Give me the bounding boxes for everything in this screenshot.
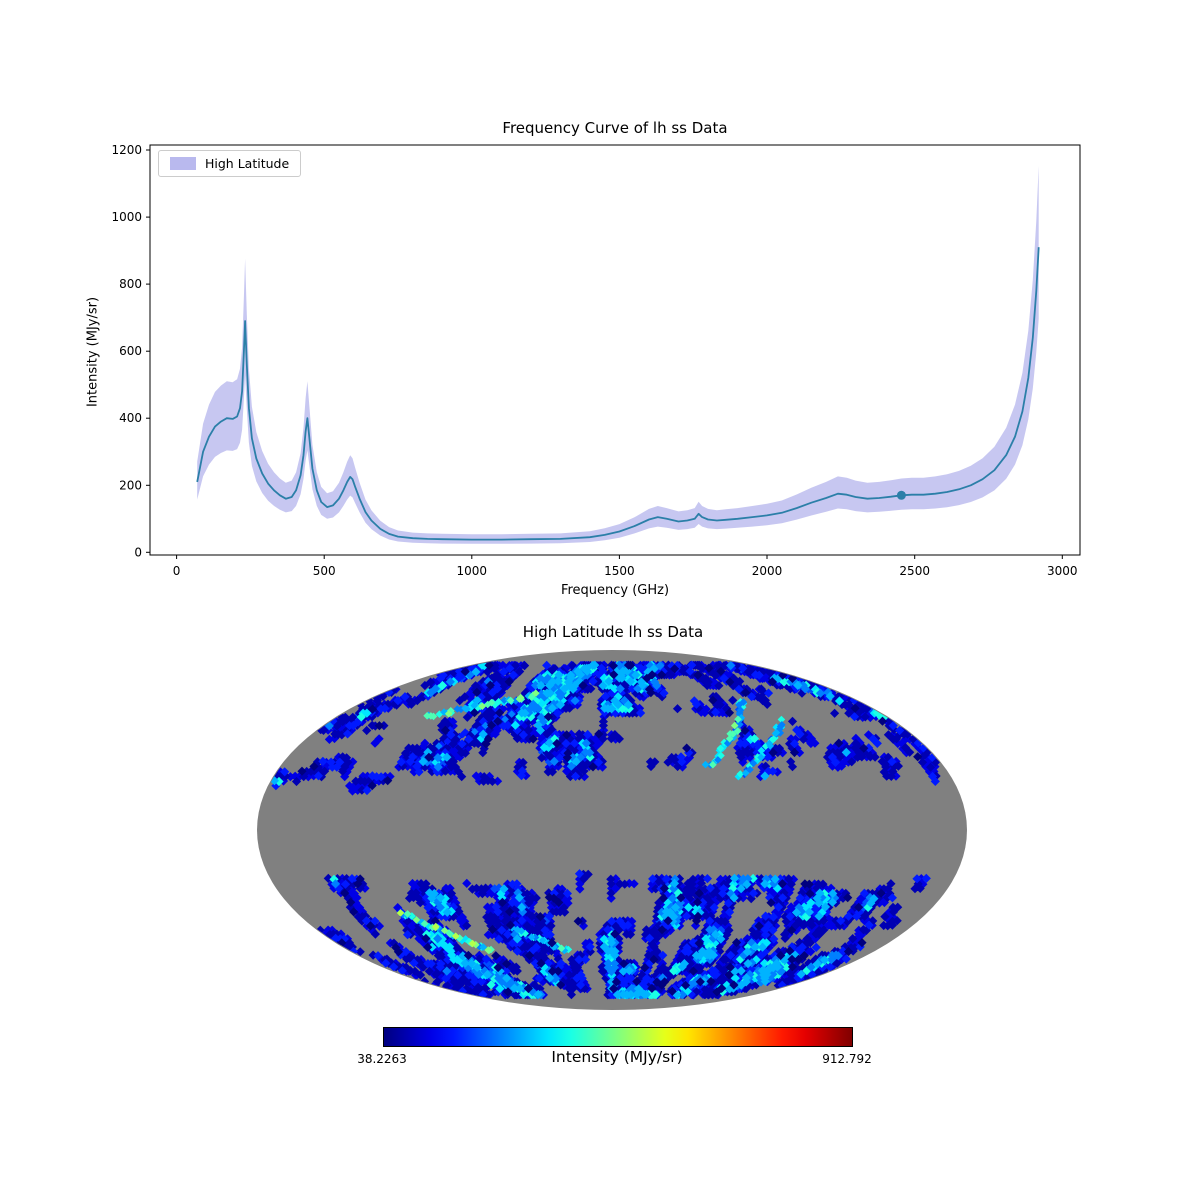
x-tick-label: 1000	[457, 564, 488, 578]
sky-pixels	[269, 660, 941, 1000]
curve-marker-dot	[896, 490, 906, 500]
intensity-curve	[196, 247, 1040, 541]
mollweide-map	[257, 650, 967, 1010]
x-tick-label: 500	[313, 564, 336, 578]
x-tick-label: 2500	[899, 564, 930, 578]
y-tick-label: 400	[119, 411, 142, 425]
uncertainty-band	[197, 165, 1039, 544]
y-tick-label: 1200	[111, 143, 142, 157]
colorbar-max-label: 912.792	[822, 1052, 872, 1066]
y-tick-label: 0	[134, 545, 142, 559]
colorbar-title: Intensity (MJy/sr)	[551, 1048, 683, 1066]
sky-pixel-group	[396, 909, 477, 948]
legend-swatch-high-latitude	[170, 157, 196, 170]
x-axis-label: Frequency (GHz)	[560, 583, 670, 598]
x-tick-label: 2000	[752, 564, 783, 578]
y-tick-label: 600	[119, 344, 142, 358]
x-tick-label: 3000	[1047, 564, 1078, 578]
x-tick-label: 1500	[604, 564, 635, 578]
colorbar-min-label: 38.2263	[357, 1052, 407, 1066]
x-tick-label: 0	[173, 564, 181, 578]
line-chart-title: Frequency Curve of lh ss Data	[502, 119, 728, 137]
y-tick-label: 200	[119, 478, 142, 492]
y-tick-label: 1000	[111, 210, 142, 224]
y-tick-label: 800	[119, 277, 142, 291]
legend-label: High Latitude	[205, 156, 290, 171]
sky-pixel-group	[324, 660, 875, 1000]
colorbar	[383, 1027, 853, 1047]
sky-pixel-group	[269, 660, 879, 1000]
sky-pixel-group	[412, 689, 739, 954]
axes-frame	[149, 144, 1081, 556]
line-chart: 0 500 1000 1500 2000 2500 3000 0 200 400 600 800 100…	[111, 143, 1081, 578]
legend: High Latitude	[158, 150, 302, 177]
y-axis-label: Intensity (MJy/sr)	[85, 296, 101, 408]
map-title: High Latitude lh ss Data	[522, 623, 704, 641]
